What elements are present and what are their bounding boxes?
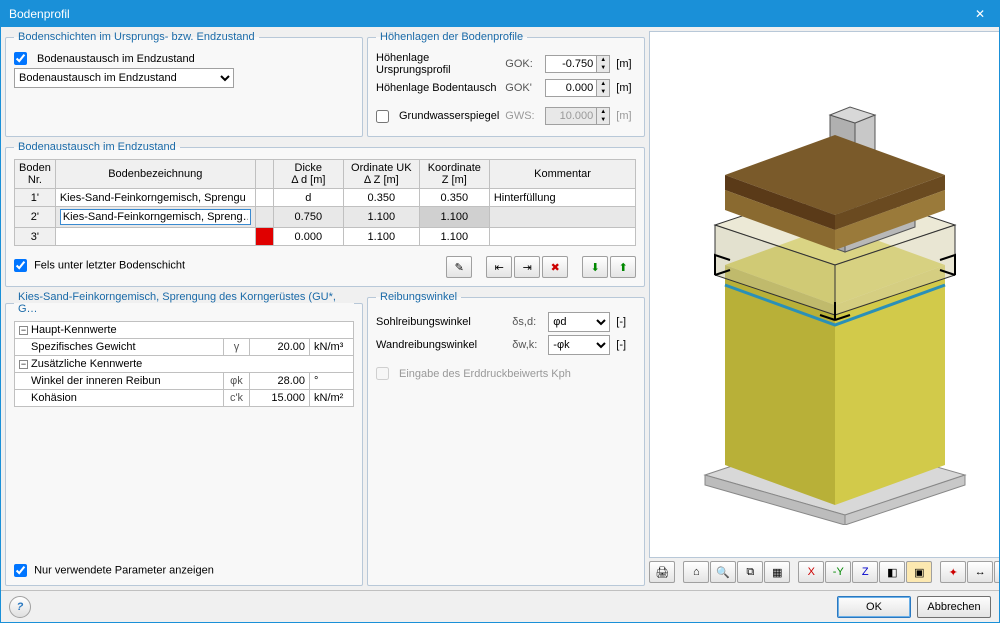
exchange-level-spinner[interactable]: ▲▼ <box>545 79 610 97</box>
groundwater-checkbox[interactable] <box>376 110 389 123</box>
groundwater-input <box>545 107 597 125</box>
col-nr: Boden Nr. <box>15 160 56 189</box>
table-row[interactable]: 1'Kies-Sand-Feinkorngemisch, Sprengud0.3… <box>15 189 636 207</box>
params-table[interactable]: −Haupt-Kennwerte Spezifisches Gewicht γ … <box>14 321 354 407</box>
insert-after-icon[interactable]: ⇥ <box>514 256 540 278</box>
import-icon[interactable]: ⬇ <box>582 256 608 278</box>
origin-level-label: Höhenlage Ursprungsprofil <box>376 52 499 76</box>
only-used-checkbox[interactable] <box>14 564 27 577</box>
exchange-level-label: Höhenlage Bodentausch <box>376 82 499 94</box>
axis-x-icon[interactable]: X <box>798 561 824 583</box>
zoom-window-icon[interactable]: ⧉ <box>737 561 763 583</box>
friction-group: Reibungswinkel Sohlreibungswinkel δs,d: … <box>367 291 645 586</box>
window-title: Bodenprofil <box>9 7 70 21</box>
titlebar: Bodenprofil ✕ <box>1 1 999 27</box>
exchange-legend: Bodenaustausch im Endzustand <box>14 141 180 153</box>
col-bez: Bodenbezeichnung <box>55 160 255 189</box>
axis-y-icon[interactable]: -Y <box>825 561 851 583</box>
layers-legend: Bodenschichten im Ursprungs- bzw. Endzus… <box>14 31 259 43</box>
col-ordinate: Ordinate UK Δ Z [m] <box>343 160 419 189</box>
groundwater-label: Grundwasserspiegel <box>399 110 499 122</box>
gok2-symbol: GOK' <box>505 82 539 94</box>
delete-icon[interactable]: ✖ <box>542 256 568 278</box>
param-phi-unit: ° <box>310 373 354 390</box>
param-c-sym: c'k <box>224 390 250 407</box>
main-params-header: Haupt-Kennwerte <box>31 324 117 336</box>
origin-level-input[interactable] <box>545 55 597 73</box>
material-legend: Kies-Sand-Feinkorngemisch, Sprengung des… <box>14 291 354 315</box>
viewer-toolbar: 🖨 ⌂ 🔍 ⧉ ▦ X -Y Z ◧ ▣ ✦ ↔ ⤡ <box>649 558 999 586</box>
param-weight-sym: γ <box>224 339 250 356</box>
sole-friction-select[interactable]: φd <box>548 312 610 332</box>
param-phi-sym: φk <box>224 373 250 390</box>
table-row[interactable]: 2'0.7501.1001.100 <box>15 207 636 228</box>
help-button[interactable]: ? <box>9 596 31 618</box>
zoom-icon[interactable]: 🔍 <box>710 561 736 583</box>
kph-label: Eingabe des Erddruckbeiwerts Kph <box>399 368 571 380</box>
unit-m3: [m] <box>616 110 636 122</box>
unit-m: [m] <box>616 58 636 70</box>
3d-viewer[interactable] <box>649 31 999 558</box>
col-koord: Koordinate Z [m] <box>419 160 489 189</box>
rotate-icon[interactable]: ⤡ <box>994 561 999 583</box>
axes-icon[interactable]: ✦ <box>940 561 966 583</box>
unit-dash2: [-] <box>616 339 636 351</box>
grid-icon[interactable]: ▦ <box>764 561 790 583</box>
ok-button[interactable]: OK <box>837 596 911 618</box>
sole-friction-label: Sohlreibungswinkel <box>376 316 506 328</box>
soil-exchange-label: Bodenaustausch im Endzustand <box>37 53 354 65</box>
soil-table[interactable]: Boden Nr. Bodenbezeichnung Dicke Δ d [m]… <box>14 159 636 246</box>
print-icon[interactable]: 🖨 <box>649 561 675 583</box>
col-color <box>255 160 273 189</box>
delta-sd-sym: δs,d: <box>512 316 542 328</box>
wall-friction-label: Wandreibungswinkel <box>376 339 506 351</box>
soil-exchange-checkbox[interactable] <box>14 52 27 65</box>
param-phi-val[interactable]: 28.00 <box>250 373 310 390</box>
insert-before-icon[interactable]: ⇤ <box>486 256 512 278</box>
delta-wk-sym: δw,k: <box>512 339 542 351</box>
param-phi-label: Winkel der inneren Reibun <box>15 373 224 390</box>
col-kommentar: Kommentar <box>489 160 635 189</box>
box-icon[interactable]: ▣ <box>906 561 932 583</box>
edit-icon[interactable]: ✎ <box>446 256 472 278</box>
param-c-label: Kohäsion <box>15 390 224 407</box>
table-row[interactable]: 3'0.0001.1001.100 <box>15 228 636 246</box>
unit-m2: [m] <box>616 82 636 94</box>
home-icon[interactable]: ⌂ <box>683 561 709 583</box>
levels-legend: Höhenlagen der Bodenprofile <box>376 31 527 43</box>
only-used-label: Nur verwendete Parameter anzeigen <box>34 564 214 576</box>
groundwater-spinner: ▲▼ <box>545 107 610 125</box>
soil-exchange-select[interactable]: Bodenaustausch im Endzustand <box>14 68 234 88</box>
levels-group: Höhenlagen der Bodenprofile Höhenlage Ur… <box>367 31 645 137</box>
gok-symbol: GOK: <box>505 58 539 70</box>
exchange-group: Bodenaustausch im Endzustand Boden Nr. B… <box>5 141 645 287</box>
material-group: Kies-Sand-Feinkorngemisch, Sprengung des… <box>5 291 363 586</box>
param-weight-label: Spezifisches Gewicht <box>15 339 224 356</box>
rock-label: Fels unter letzter Bodenschicht <box>34 259 185 271</box>
unit-dash1: [-] <box>616 316 636 328</box>
soil-model-svg <box>685 65 985 525</box>
gws-symbol: GWS: <box>505 110 539 122</box>
friction-legend: Reibungswinkel <box>376 291 461 303</box>
rock-checkbox[interactable] <box>14 259 27 272</box>
col-dicke: Dicke Δ d [m] <box>273 160 343 189</box>
param-c-unit: kN/m² <box>310 390 354 407</box>
iso-icon[interactable]: ◧ <box>879 561 905 583</box>
export-icon[interactable]: ⬆ <box>610 256 636 278</box>
extra-params-header: Zusätzliche Kennwerte <box>31 358 142 370</box>
pan-icon[interactable]: ↔ <box>967 561 993 583</box>
layers-group: Bodenschichten im Ursprungs- bzw. Endzus… <box>5 31 363 137</box>
param-weight-val[interactable]: 20.00 <box>250 339 310 356</box>
axis-z-icon[interactable]: Z <box>852 561 878 583</box>
origin-level-spinner[interactable]: ▲▼ <box>545 55 610 73</box>
close-icon[interactable]: ✕ <box>969 7 991 21</box>
exchange-level-input[interactable] <box>545 79 597 97</box>
cancel-button[interactable]: Abbrechen <box>917 596 991 618</box>
kph-checkbox <box>376 367 389 380</box>
param-c-val[interactable]: 15.000 <box>250 390 310 407</box>
wall-friction-select[interactable]: -φk <box>548 335 610 355</box>
param-weight-unit: kN/m³ <box>310 339 354 356</box>
